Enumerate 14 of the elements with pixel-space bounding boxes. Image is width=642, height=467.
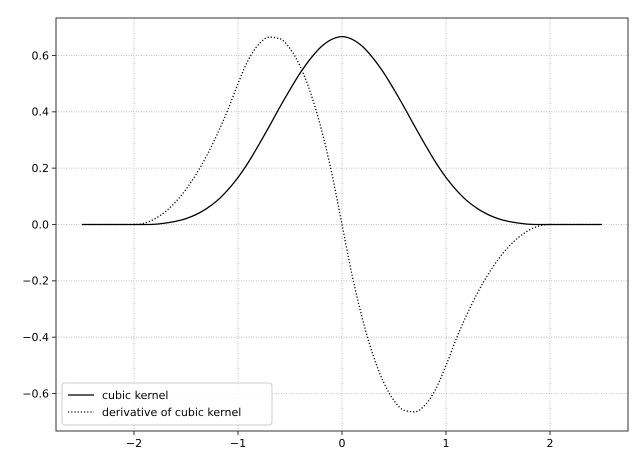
y-tick-label: −0.2 — [22, 274, 49, 288]
y-tick-label: −0.6 — [22, 387, 49, 400]
legend-label: derivative of cubic kernel — [102, 406, 242, 419]
legend-label: cubic kernel — [102, 388, 168, 402]
x-tick-label: −2 — [126, 437, 142, 450]
y-tick-label: 0.6 — [32, 49, 49, 62]
y-tick-label: 0.2 — [32, 162, 49, 176]
x-tick-label: 0 — [338, 437, 346, 450]
x-tick-label: −1 — [230, 437, 246, 450]
y-tick-label: 0.0 — [32, 218, 49, 232]
x-tick-label: 2 — [546, 437, 554, 450]
x-tick-label: 1 — [442, 437, 450, 450]
y-tick-label: −0.4 — [22, 331, 49, 344]
y-tick-label: 0.4 — [32, 106, 49, 119]
